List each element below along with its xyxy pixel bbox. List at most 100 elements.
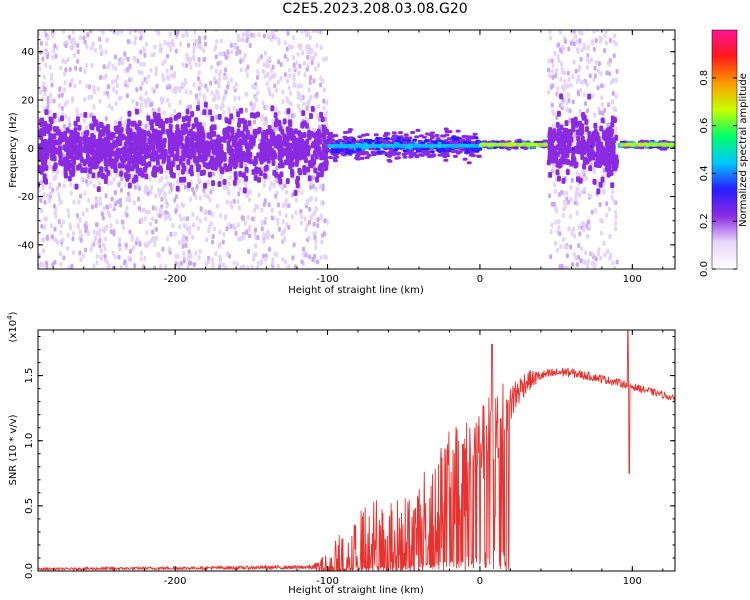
- spectrogram-core-point: [239, 107, 244, 114]
- spectrogram-core-point: [561, 158, 566, 165]
- spectrogram-core-point: [217, 113, 222, 120]
- spectrogram-core-point: [598, 159, 603, 166]
- spectrogram-noise-point: [186, 256, 190, 262]
- spectrogram-noise-point: [567, 77, 571, 83]
- spectrogram-noise-point: [116, 30, 120, 34]
- spectrogram-core-point: [90, 158, 95, 165]
- spectrogram-noise-point: [606, 122, 610, 128]
- spectrogram-core-point: [176, 164, 181, 171]
- spectrogram-noise-point: [262, 121, 266, 127]
- spectrogram-noise-point: [236, 199, 240, 205]
- spectrogram-noise-point: [256, 234, 260, 240]
- spectrogram-noise-point: [133, 30, 137, 33]
- spectrogram-noise-point: [245, 72, 249, 78]
- spectrogram-noise-point: [276, 79, 280, 85]
- spectrogram-noise-point: [144, 90, 148, 96]
- spectrogram-core-point: [342, 135, 348, 139]
- spectrogram-noise-point: [305, 101, 309, 107]
- spectrogram-noise-point: [224, 89, 228, 95]
- spectrogram-noise-point: [144, 79, 148, 85]
- spectrogram-core-point: [598, 181, 603, 188]
- spectrogram-core-point: [425, 150, 431, 154]
- spectrogram-noise-point: [94, 47, 98, 53]
- spectrogram-noise-point: [264, 104, 268, 110]
- spectrogram-noise-point: [158, 48, 162, 54]
- spectrogram-noise-point: [264, 216, 268, 222]
- spectrogram-core-point: [295, 182, 300, 189]
- spectrogram-core-point: [125, 128, 130, 135]
- spectrogram-noise-point: [106, 64, 110, 70]
- spectrogram-noise-point: [47, 30, 49, 31]
- spectrogram-noise-point: [578, 108, 582, 114]
- spectrogram-core-point: [333, 134, 339, 138]
- spectrogram-noise-point: [603, 252, 607, 258]
- spectrogram-core-point: [83, 130, 88, 137]
- spectrogram-noise-point: [273, 83, 277, 89]
- spectrogram-noise-point: [556, 247, 560, 253]
- spectrogram-noise-point: [219, 38, 223, 44]
- spectrogram-core-point: [190, 110, 195, 117]
- spectrogram-core-point: [195, 104, 200, 111]
- spectrogram-noise-point: [290, 113, 294, 119]
- spectrogram-noise-point: [128, 249, 132, 255]
- spectrogram-noise-point: [325, 99, 329, 105]
- spectrogram-noise-point: [174, 85, 178, 91]
- spectrogram-noise-point: [140, 70, 144, 76]
- spectrogram-noise-point: [283, 227, 287, 233]
- spectrogram-core-point: [144, 173, 149, 180]
- spectrogram-core-point: [225, 133, 230, 140]
- spectrogram-noise-point: [118, 237, 122, 243]
- spectrogram-noise-point: [179, 216, 183, 222]
- spectrogram-noise-point: [229, 42, 233, 48]
- spectrogram-noise-point: [62, 183, 66, 189]
- spectrogram-core-point: [173, 114, 178, 121]
- spectrogram-noise-point: [301, 50, 305, 56]
- spectrogram-noise-point: [257, 32, 261, 38]
- spectrogram-core-point: [359, 156, 365, 160]
- spectrogram-noise-point: [146, 190, 150, 196]
- spectrogram-core-point: [562, 152, 567, 159]
- spectrogram-noise-point: [596, 180, 600, 186]
- spectrogram-core-point: [361, 152, 367, 156]
- spectrogram-noise-point: [276, 202, 280, 208]
- spectrogram-noise-point: [77, 199, 81, 205]
- spectrogram-noise-point: [59, 222, 63, 228]
- spectrogram-core-point: [566, 159, 571, 166]
- spectrogram-noise-point: [120, 176, 124, 182]
- spectrogram-noise-point: [320, 200, 324, 206]
- spectrogram-noise-point: [281, 203, 285, 209]
- spectrogram-core-point: [154, 150, 159, 157]
- spectrogram-noise-point: [605, 201, 609, 207]
- spectrogram-noise-point: [233, 95, 237, 101]
- spectrogram-noise-point: [324, 111, 328, 117]
- spectrogram-core-point: [134, 108, 139, 115]
- spectrogram-core-point: [142, 129, 147, 136]
- spectrogram-noise-point: [62, 123, 66, 129]
- spectrogram-core-point: [310, 154, 315, 161]
- spectrogram-noise-point: [261, 219, 265, 225]
- spectrogram-core-point: [300, 121, 305, 128]
- spectrogram-y-tick-label: -40: [18, 240, 34, 251]
- spectrogram-core-point: [287, 119, 292, 126]
- spectrogram-noise-point: [189, 64, 193, 70]
- spectrogram-noise-point: [197, 57, 201, 63]
- spectrogram-core-point: [74, 153, 79, 160]
- spectrogram-noise-point: [611, 90, 615, 96]
- spectrogram-noise-point: [159, 264, 163, 269]
- spectrogram-noise-point: [90, 204, 94, 210]
- spectrogram-core-point: [238, 170, 243, 177]
- spectrogram-core-point: [126, 123, 131, 130]
- spectrogram-noise-point: [68, 82, 72, 88]
- spectrogram-noise-point: [292, 242, 296, 248]
- spectrogram-noise-point: [206, 194, 210, 200]
- spectrogram-noise-point: [185, 32, 189, 38]
- spectrogram-noise-point: [256, 265, 260, 269]
- spectrogram-noise-point: [186, 42, 190, 48]
- spectrogram-y-tick-label: 0: [28, 144, 34, 155]
- spectrogram-core-point: [249, 112, 254, 119]
- spectrogram-noise-point: [574, 192, 578, 198]
- spectrogram-noise-point: [170, 65, 174, 71]
- spectrogram-noise-point: [300, 190, 304, 196]
- spectrogram-noise-point: [260, 226, 264, 232]
- spectrogram-noise-point: [313, 66, 317, 72]
